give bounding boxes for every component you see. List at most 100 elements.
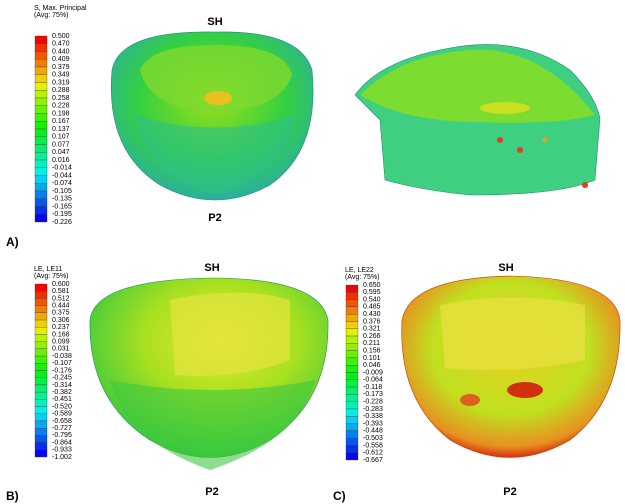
legend-value: 0.156 [363, 347, 381, 354]
legend-value: 0.288 [52, 87, 70, 94]
legend-value: -0.451 [52, 396, 72, 403]
legend-swatch [346, 300, 358, 307]
legend-swatch [35, 284, 47, 291]
legend-value: -0.393 [363, 420, 383, 427]
legend-swatch [35, 214, 47, 222]
legend-swatch [35, 160, 47, 168]
legend-swatch [35, 435, 47, 442]
legend-value: 0.016 [52, 157, 70, 164]
legend-swatch [35, 90, 47, 98]
legend-swatch [346, 387, 358, 394]
orientation-label: SH [498, 262, 513, 274]
legend-swatch [35, 183, 47, 191]
legend-value: -0.864 [52, 439, 72, 446]
legend-swatch [346, 329, 358, 336]
legend-swatch [35, 36, 47, 44]
legend-swatch [35, 67, 47, 75]
legend-value: -0.118 [363, 384, 382, 391]
legend-swatch [35, 342, 47, 349]
panel-label: A) [6, 235, 19, 249]
legend-swatch [346, 445, 358, 452]
orientation-label: P2 [205, 486, 218, 498]
legend-value: -0.589 [52, 411, 72, 418]
legend-value: 0.440 [52, 48, 70, 55]
legend-value: 0.306 [52, 317, 70, 324]
legend-swatch [35, 407, 47, 414]
legend-swatch [346, 394, 358, 401]
legend-value: -0.038 [52, 353, 72, 360]
legend-value: 0.485 [363, 304, 381, 311]
legend-swatch [35, 207, 47, 215]
legend-value: -0.195 [52, 211, 72, 218]
legend-value: 0.168 [52, 331, 70, 338]
model-view [90, 278, 328, 470]
legend-value: 0.500 [52, 33, 70, 40]
legend-value: -0.503 [363, 435, 383, 442]
orientation-label: P2 [208, 212, 221, 224]
legend-swatch [346, 314, 358, 321]
legend-value: -0.173 [363, 391, 383, 398]
panel-label: B) [6, 489, 19, 503]
legend-value: -0.135 [52, 196, 72, 203]
legend-swatch [346, 285, 358, 292]
legend-swatch [35, 168, 47, 176]
legend-value: -0.612 [363, 450, 383, 457]
legend-swatch [35, 450, 47, 457]
legend-swatch [35, 371, 47, 378]
legend-value: -0.044 [52, 172, 72, 179]
legend-swatch [346, 307, 358, 314]
legend-swatch [346, 453, 358, 460]
legend-swatch [35, 137, 47, 145]
legend-value: 0.237 [52, 324, 70, 331]
legend-swatch [346, 380, 358, 387]
legend-swatch [346, 358, 358, 365]
legend-value: -0.105 [52, 188, 72, 195]
legend-swatch [35, 291, 47, 298]
legend-value: 0.258 [52, 95, 70, 102]
legend-value: -0.064 [363, 377, 383, 384]
legend-swatch [346, 438, 358, 445]
legend-value: 0.211 [363, 340, 380, 347]
legend-value: -0.074 [52, 180, 72, 187]
legend-swatch [35, 399, 47, 406]
legend-value: 0.600 [52, 281, 70, 288]
legend-value: -0.176 [52, 367, 72, 374]
legend-swatch [35, 313, 47, 320]
legend-swatch [346, 409, 358, 416]
legend-value: -0.933 [52, 447, 72, 454]
legend-swatch [35, 392, 47, 399]
legend-swatch [35, 298, 47, 305]
legend-swatch [346, 373, 358, 380]
legend-value: 0.581 [52, 288, 70, 295]
legend-swatch [35, 106, 47, 114]
legend-value: -0.558 [363, 442, 383, 449]
legend-value: -0.382 [52, 389, 72, 396]
legend-swatch [346, 416, 358, 423]
legend-value: 0.198 [52, 110, 70, 117]
legend-swatch [35, 349, 47, 356]
legend-value: 0.167 [52, 118, 70, 125]
legend-swatch [35, 114, 47, 122]
legend-swatch [35, 145, 47, 153]
legend-swatch [346, 402, 358, 409]
legend-swatch [35, 129, 47, 137]
legend-value: -0.009 [363, 369, 383, 376]
legend-swatch [346, 431, 358, 438]
legend-value: 0.319 [52, 79, 70, 86]
legend-swatch [35, 59, 47, 67]
figure: S, Max. Principal(Avg: 75%)0.5000.4700.4… [0, 0, 625, 504]
legend-swatch [35, 191, 47, 199]
legend-value: 0.099 [52, 339, 70, 346]
legend-value: 0.031 [52, 346, 70, 353]
legend-value: -0.448 [363, 428, 383, 435]
legend-value: -0.014 [52, 165, 72, 172]
legend-value: -0.107 [52, 360, 72, 367]
legend-swatch [35, 320, 47, 327]
legend-value: 0.321 [363, 326, 381, 333]
legend-value: -0.520 [52, 403, 72, 410]
legend-swatch [35, 363, 47, 370]
legend-value: 0.349 [52, 72, 70, 79]
legend-swatch [346, 351, 358, 358]
legend-value: -0.245 [52, 375, 72, 382]
legend-swatch [346, 336, 358, 343]
